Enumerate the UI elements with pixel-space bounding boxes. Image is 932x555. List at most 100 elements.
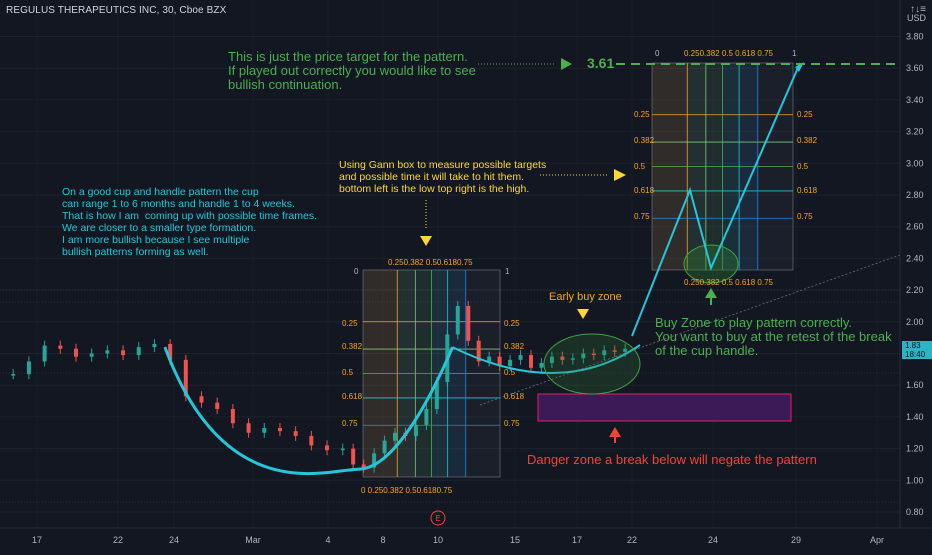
candle-body <box>73 348 78 357</box>
candle-body <box>570 358 575 360</box>
buy-zone-note[interactable]: Buy Zone to play pattern correctly. You … <box>655 315 892 358</box>
bar-countdown: 18:40 <box>905 349 926 359</box>
candle-body <box>183 359 188 397</box>
chart-title[interactable]: REGULUS THERAPEUTICS INC, 30, Cboe BZX <box>6 5 227 16</box>
candle-body <box>393 432 398 441</box>
gann-box-large-band <box>739 63 758 270</box>
grid-lines <box>0 36 900 513</box>
drawings: E <box>163 58 901 526</box>
buy-zone-arrow <box>705 288 717 298</box>
cup-note[interactable]: On a good cup and handle pattern the cup… <box>62 186 318 258</box>
candle-body <box>89 353 94 357</box>
candle-body <box>246 423 251 433</box>
candle-body <box>549 356 554 364</box>
candle-body <box>136 347 141 356</box>
candle-body <box>602 350 607 356</box>
time-tick-label: 10 <box>433 535 443 545</box>
candle-body <box>560 356 565 360</box>
candle-body <box>325 445 330 451</box>
price-tick-label: 2.00 <box>906 317 924 327</box>
candle-body <box>277 427 282 432</box>
gann-small-level-left: 0.5 <box>342 368 354 377</box>
time-tick-label: Apr <box>870 535 884 545</box>
candle-body <box>476 340 481 362</box>
candle-body <box>434 382 439 409</box>
current-price-tag: 1.83 18:40 <box>902 341 932 359</box>
time-tick-label: 4 <box>325 535 330 545</box>
gann-small-level-left: 0.382 <box>342 342 363 351</box>
candle-body <box>121 350 126 356</box>
zones <box>537 393 792 422</box>
time-tick-label: 22 <box>113 535 123 545</box>
gann-box-small-band <box>397 270 416 477</box>
candle-body <box>340 448 345 451</box>
target-arrow <box>561 58 572 70</box>
cup-curve <box>163 346 454 476</box>
danger-zone-note[interactable]: Danger zone a break below will negate th… <box>527 452 817 467</box>
price-tick-label: 3.80 <box>906 32 924 42</box>
gann-box-large-band <box>705 63 723 270</box>
candle-body <box>497 356 502 367</box>
candle-body <box>518 355 523 360</box>
current-price-value: 1.83 <box>905 341 921 350</box>
currency-text: USD <box>906 13 926 23</box>
price-tick-label: 2.80 <box>906 190 924 200</box>
gann-box-large-band <box>722 63 740 270</box>
gann-large-top-label: 0.250.382 0.5 0.618 0.75 <box>684 49 774 58</box>
candle-body <box>623 348 628 352</box>
candle-body <box>58 345 63 349</box>
candle-body <box>539 363 544 368</box>
price-tick-label: 3.60 <box>906 63 924 73</box>
candle-body <box>230 408 235 424</box>
earnings-event-marker <box>430 510 446 526</box>
gann-small-level-right: 0.75 <box>504 419 520 428</box>
candle-body <box>42 345 47 362</box>
price-tick-label: 2.40 <box>906 253 924 263</box>
gann-box-small-band <box>415 270 432 477</box>
time-tick-label: 29 <box>791 535 801 545</box>
retest-buy-zone-ellipse <box>683 244 739 284</box>
candle-body <box>487 356 492 362</box>
price-axis: 3.80 3.60 3.40 3.20 3.00 2.80 2.60 2.40 2.20 2.00… <box>899 0 924 528</box>
candle-body <box>105 350 110 354</box>
early-buy-zone-label[interactable]: Early buy zone <box>549 291 622 303</box>
gann-small-level-right: 0.618 <box>504 392 525 401</box>
price-tick-label: 3.20 <box>906 127 924 137</box>
handle-curve <box>452 344 641 374</box>
price-tick-label: 0.80 <box>906 507 924 517</box>
candle-body <box>215 402 220 409</box>
candle-body <box>382 440 387 454</box>
gann-large-level-right: 0.25 <box>797 110 813 119</box>
currency-label: ↑↓≡ USD <box>906 4 926 23</box>
candle-body <box>361 464 366 468</box>
gann-large-one: 1 <box>792 49 797 58</box>
target-value-label[interactable]: 3.61 <box>587 55 615 71</box>
gann-box-small-band <box>363 270 398 477</box>
gann-small-bottom-label: 0 0.250.382 0.50.6180.75 <box>361 486 453 495</box>
gann-boxes <box>362 62 794 478</box>
price-target-note[interactable]: This is just the price target for the pa… <box>228 49 476 92</box>
time-tick-label: 22 <box>627 535 637 545</box>
gann-small-level-right: 0.5 <box>504 368 516 377</box>
price-tick-label: 1.40 <box>906 412 924 422</box>
gann-box-large-band <box>687 63 706 270</box>
gann-large-level-left: 0.618 <box>634 186 655 195</box>
price-tick-label: 2.60 <box>906 222 924 232</box>
time-tick-label: 24 <box>169 535 179 545</box>
gann-note[interactable]: Using Gann box to measure possible targe… <box>339 159 547 195</box>
price-tick-label: 1.00 <box>906 475 924 485</box>
gann-box-large-band <box>652 63 688 270</box>
gann-large-level-left: 0.75 <box>634 212 650 221</box>
candle-body <box>309 435 314 446</box>
gann-small-level-right: 0.382 <box>504 342 525 351</box>
candle-body <box>591 353 596 356</box>
time-tick-label: Mar <box>245 535 261 545</box>
gann-large-level-right: 0.618 <box>797 186 818 195</box>
gann-arrow-right <box>614 169 626 181</box>
gann-labels: 0.25 0.382 0.5 0.618 0.75 0 0.250.382 0.50.6… <box>342 49 818 495</box>
gann-arrow-down <box>420 236 432 246</box>
candle-body <box>413 424 418 436</box>
candle-body <box>424 408 429 425</box>
